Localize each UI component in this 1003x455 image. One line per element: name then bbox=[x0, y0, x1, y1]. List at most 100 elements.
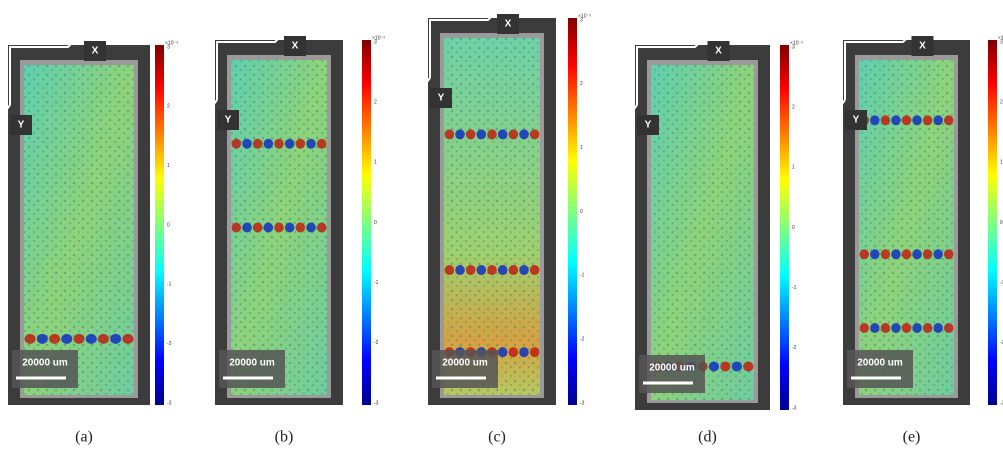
colorbar-tick: -3 bbox=[580, 400, 585, 406]
y-label: Y bbox=[225, 115, 232, 126]
strain-band bbox=[519, 265, 529, 276]
colorbar-tick: 0 bbox=[374, 220, 377, 226]
strain-band bbox=[487, 129, 497, 140]
colorbar-exponent: ×10⁻³ bbox=[998, 35, 1003, 41]
colorbar-tick: -1 bbox=[580, 273, 585, 279]
scale-bar-label: 20000 um bbox=[857, 358, 903, 369]
x-label-box bbox=[497, 14, 519, 34]
strain-band bbox=[476, 129, 487, 140]
strain-band bbox=[465, 129, 476, 140]
strain-band bbox=[901, 249, 912, 260]
strain-band bbox=[508, 129, 519, 140]
strain-band bbox=[859, 323, 870, 333]
strain-band bbox=[465, 265, 476, 276]
strain-band bbox=[912, 249, 922, 260]
strain-band bbox=[316, 138, 327, 149]
strain-band bbox=[263, 222, 274, 233]
strain-band bbox=[306, 138, 316, 149]
strain-band bbox=[943, 249, 954, 260]
colorbar-tick: -3 bbox=[374, 400, 379, 406]
strain-band bbox=[263, 138, 274, 149]
scale-bar-label: 20000 um bbox=[229, 358, 275, 369]
panel: X Y 20000 um ×10⁻³3 2 1 0 -1 -2 -3 (b) bbox=[210, 35, 385, 446]
strain-band bbox=[943, 323, 954, 333]
strain-band bbox=[912, 323, 922, 333]
strain-band bbox=[529, 265, 540, 276]
strain-band bbox=[901, 323, 912, 333]
strain-band bbox=[444, 129, 455, 140]
strain-band bbox=[870, 249, 880, 260]
caption: (c) bbox=[488, 429, 506, 446]
strain-band bbox=[295, 222, 306, 233]
strain-band bbox=[122, 333, 134, 344]
colorbar-exponent: ×10⁻³ bbox=[578, 13, 591, 19]
y-label-box bbox=[845, 110, 867, 130]
strain-band bbox=[708, 361, 720, 372]
strain-band bbox=[901, 115, 912, 126]
strain-band bbox=[85, 333, 97, 344]
strain-band bbox=[274, 222, 284, 233]
colorbar-exponent: ×10⁻³ bbox=[165, 40, 178, 46]
strain-band bbox=[519, 129, 529, 140]
y-label-box bbox=[217, 110, 239, 130]
panel: X Y 20000 um ×10⁻³3 2 1 0 -1 -2 -3 (c) bbox=[423, 13, 591, 446]
strain-band bbox=[455, 129, 465, 140]
strain-band bbox=[870, 323, 880, 333]
strain-band bbox=[295, 138, 306, 149]
colorbar-tick: 3 bbox=[1000, 39, 1003, 45]
strain-band bbox=[891, 323, 901, 333]
strain-band bbox=[508, 347, 519, 358]
caption: (a) bbox=[75, 429, 93, 446]
axis-bracket bbox=[423, 13, 495, 87]
strain-band bbox=[252, 138, 263, 149]
strain-band bbox=[284, 222, 295, 233]
colorbar-tick: 2 bbox=[792, 104, 795, 110]
panel: X Y 20000 um ×10⁻³3 2 1 0 -1 -2 -3 (a) bbox=[3, 40, 178, 446]
x-label: X bbox=[919, 41, 926, 52]
colorbar bbox=[568, 18, 577, 405]
caption: (d) bbox=[698, 429, 717, 446]
strain-band bbox=[231, 138, 242, 149]
colorbar-tick: -2 bbox=[580, 336, 585, 342]
colorbar-tick: -3 bbox=[167, 400, 172, 406]
strain-band bbox=[24, 333, 36, 344]
x-label-box bbox=[284, 36, 306, 56]
colorbar-tick: 3 bbox=[167, 44, 170, 50]
strain-band bbox=[487, 265, 497, 276]
axis-bracket bbox=[3, 40, 75, 114]
panel: X Y 20000 um ×10⁻³3 2 1 0 -1 -2 -3 (d) bbox=[630, 40, 803, 446]
strain-band bbox=[49, 333, 61, 344]
colorbar-tick: 2 bbox=[580, 81, 583, 87]
colorbar-tick: 2 bbox=[167, 104, 170, 110]
colorbar bbox=[988, 40, 997, 405]
strain-band bbox=[61, 333, 73, 344]
caption: (e) bbox=[903, 429, 921, 446]
strain-band bbox=[274, 138, 284, 149]
y-label: Y bbox=[853, 115, 860, 126]
strain-band bbox=[870, 115, 880, 126]
strain-band bbox=[743, 361, 754, 372]
strain-band bbox=[922, 115, 933, 126]
colorbar-tick: -1 bbox=[1000, 280, 1003, 286]
colorbar-tick: -1 bbox=[374, 280, 379, 286]
colorbar-tick: 0 bbox=[1000, 220, 1003, 226]
strain-band bbox=[97, 333, 109, 344]
strain-band bbox=[316, 222, 327, 233]
colorbar-tick: 2 bbox=[1000, 99, 1003, 105]
scale-bar-label: 20000 um bbox=[22, 358, 68, 369]
strain-band bbox=[36, 333, 48, 344]
colorbar-tick: 1 bbox=[374, 160, 377, 166]
strain-band bbox=[720, 361, 731, 372]
colorbar-tick: 2 bbox=[374, 99, 377, 105]
scale-bar-box bbox=[639, 355, 705, 393]
strain-band bbox=[933, 249, 943, 260]
y-label-box bbox=[430, 88, 452, 108]
x-label: X bbox=[505, 19, 512, 30]
colorbar bbox=[362, 40, 371, 405]
y-label: Y bbox=[18, 120, 25, 131]
y-label-box bbox=[10, 115, 32, 135]
colorbar-tick: -1 bbox=[792, 285, 797, 291]
strain-band bbox=[529, 347, 540, 358]
scale-bar-label: 20000 um bbox=[442, 358, 488, 369]
